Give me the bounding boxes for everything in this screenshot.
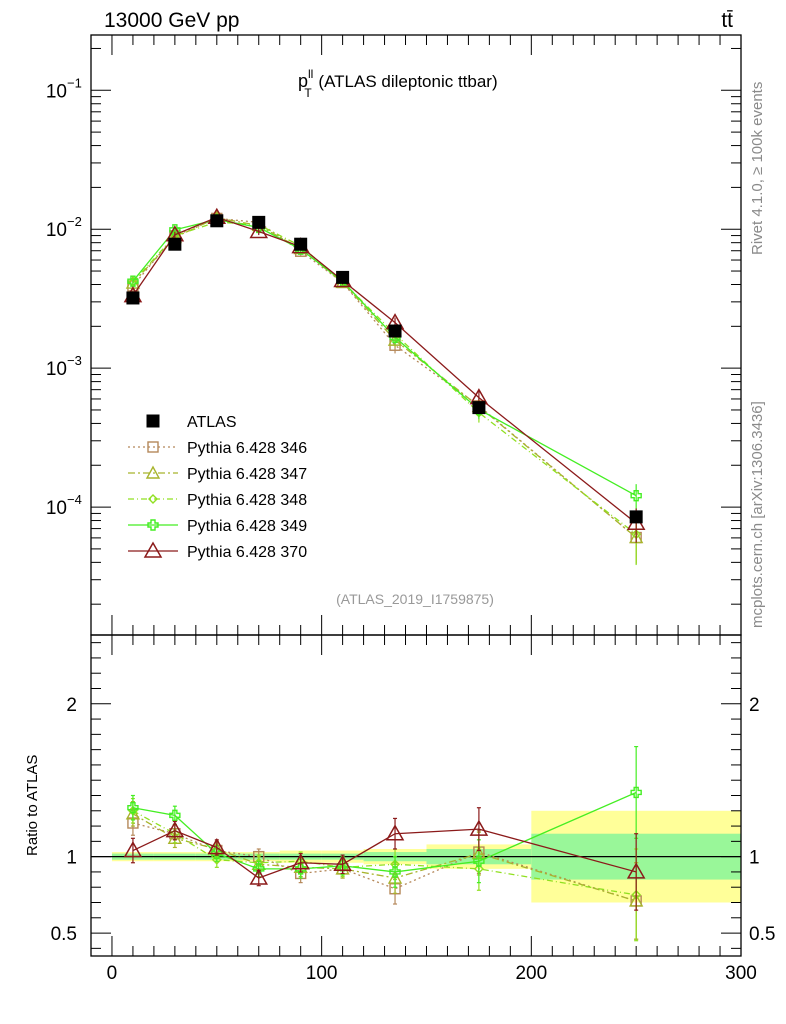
ratio-data-point [294,863,307,875]
legend-label: Pythia 6.428 370 [187,544,307,561]
ratio-y-tick-label-right: 0.5 [749,924,775,945]
ratio-panel: 0 100 200 300 2 2 1 1 0.5 0.5 [51,634,775,984]
x-tick-label: 0 [107,963,118,984]
atlas-data-point [629,510,643,524]
main-data-point [169,224,181,236]
title-superscript: ll [308,67,313,81]
y-tick-exponent: −4 [67,492,82,507]
atlas-data-point [294,237,308,251]
process-label: tt̄ [721,9,733,32]
ratio-y-tick-label: 0.5 [51,924,77,945]
legend-marker [147,441,159,453]
legend-label: Pythia 6.428 349 [187,518,307,535]
y-tick-label: 10 [46,359,67,380]
title-subscript: T [304,86,312,100]
ratio-series-line [132,813,637,902]
ratio-data-point [291,853,310,870]
y-tick-exponent: −1 [67,75,82,90]
atlas-data-point [168,237,182,251]
ratio-data-point [165,821,185,838]
ratio-y-tick-label-right: 1 [749,848,760,869]
rivet-label: Rivet 4.1.0, ≥ 100k events [749,82,766,255]
x-tick-label: 100 [306,963,338,984]
atlas-data-point [252,215,266,229]
ratio-data-point [211,847,223,860]
main-data-point [249,221,269,239]
y-tick-label: 10 [46,220,67,241]
ratio-y-axis-label: Ratio to ATLAS [24,755,41,856]
legend-label: Pythia 6.428 348 [187,492,307,509]
ratio-data-point [389,866,401,878]
atlas-data-point [126,291,140,305]
atlas-data-point [210,214,224,228]
ratio-y-tick-label: 2 [66,695,77,716]
analysis-id-label: (ATLAS_2019_I1759875) [336,591,494,607]
ratio-data-point [249,868,269,885]
title-rest: (ATLAS dileptonic ttbar) [314,72,498,91]
ratio-data-point [333,854,352,872]
ratio-data-point [626,862,646,879]
legend-marker [148,494,158,504]
main-series-line [132,217,637,539]
legend-label: Pythia 6.428 347 [187,466,307,483]
main-data-point [127,275,139,287]
atlas-data-point [388,324,402,338]
main-panel: 10−110−210−310−4 [46,34,742,636]
atlas-data-point [336,270,350,284]
main-series-line [132,221,637,535]
plot-title: pll T (ATLAS dileptonic ttbar) [298,67,498,100]
y-tick-exponent: −3 [67,353,82,368]
ratio-y-tick-label-right: 2 [749,695,760,716]
legend-marker [146,414,160,428]
legend-label: ATLAS [187,414,237,431]
ratio-data-point [123,841,143,858]
legend-marker [145,465,161,479]
ratio-frame [90,634,742,957]
x-tick-label: 200 [515,963,547,984]
ratio-data-point [207,837,227,855]
legend-label: Pythia 6.428 346 [187,440,307,457]
ratio-data-point [469,819,489,836]
ratio-data-point [385,824,405,841]
legend: ATLAS Pythia 6.428 346 Pythia 6.428 347 Pyt… [128,414,307,561]
y-tick-label: 10 [46,81,67,102]
ratio-data-point [127,802,139,814]
ratio-data-point [169,809,181,822]
legend-marker [143,541,163,558]
energy-label: 13000 GeV pp [104,9,239,32]
y-tick-label: 10 [46,498,67,519]
title-main: p [298,71,308,91]
main-data-point [630,490,642,502]
mcplots-label: mcplots.cern.ch [arXiv:1306.3436] [749,401,766,628]
y-tick-exponent: −2 [67,214,82,229]
ratio-y-tick-label: 1 [66,848,77,869]
ratio-data-point [473,855,485,867]
main-series-line [132,217,637,539]
x-tick-label: 300 [725,963,757,984]
atlas-data-point [472,401,486,415]
ratio-data-point [630,786,642,799]
legend-marker [147,519,159,531]
